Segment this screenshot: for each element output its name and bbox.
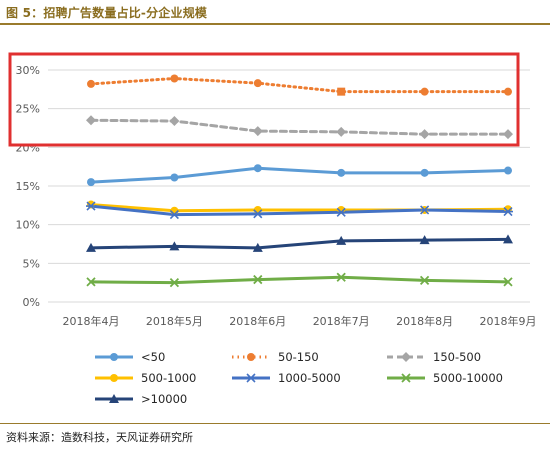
data-point <box>419 275 430 285</box>
legend-swatch-marker <box>401 352 411 362</box>
data-point <box>253 274 263 285</box>
data-point <box>87 200 95 209</box>
series-line <box>89 237 510 250</box>
y-tick-label: 0% <box>23 296 40 309</box>
data-point <box>419 129 430 140</box>
legend-label: <50 <box>141 350 165 364</box>
data-point <box>504 166 512 175</box>
series-markers <box>86 74 513 288</box>
series-lines <box>89 77 510 285</box>
data-point <box>337 168 346 177</box>
legend-swatch-marker <box>110 353 118 361</box>
top-divider <box>0 23 550 25</box>
legend-label: 5000-10000 <box>433 371 503 385</box>
bottom-divider <box>0 423 550 424</box>
data-point <box>336 235 347 245</box>
data-point <box>169 278 180 288</box>
x-axis-tick-labels: 2018年4月 2018年5月 2018年6月 2018年7月 2018年8月 2018年… <box>63 314 537 328</box>
data-point <box>170 173 179 182</box>
data-point <box>419 205 430 215</box>
data-point <box>170 74 179 83</box>
legend: <50 50-150 150-500 500-1000 1000-5000 5000-10… <box>95 350 503 406</box>
data-point <box>336 207 347 217</box>
data-point <box>87 79 95 88</box>
x-tick-label: 2018年4月 <box>63 314 120 328</box>
legend-swatch-marker <box>401 373 411 383</box>
series-line <box>89 275 510 285</box>
series-line <box>89 166 510 184</box>
gridlines <box>48 69 530 303</box>
series-line <box>89 118 510 136</box>
data-point <box>252 126 263 137</box>
annotations <box>8 52 520 147</box>
data-point <box>253 164 262 173</box>
data-point <box>87 178 95 187</box>
legend-swatch-marker <box>247 353 255 361</box>
data-point <box>503 277 513 287</box>
data-point <box>252 242 263 252</box>
legend-item: 1000-5000 <box>232 371 341 385</box>
data-point <box>504 87 512 96</box>
data-point <box>420 168 429 177</box>
y-axis-tick-labels: 0% 5% 10% 15% 20% 25% 30% <box>16 64 40 309</box>
legend-item: 50-150 <box>232 350 319 364</box>
legend-item: <50 <box>95 350 165 364</box>
data-point <box>86 201 96 211</box>
legend-item: 150-500 <box>387 350 481 364</box>
source-note: 资料来源：造数科技，天风证券研究所 <box>6 431 193 444</box>
x-tick-label: 2018年9月 <box>480 314 537 328</box>
data-point <box>337 87 346 96</box>
legend-label: 1000-5000 <box>278 371 341 385</box>
legend-swatch-marker <box>110 374 118 382</box>
data-point <box>420 87 429 96</box>
data-point <box>503 206 513 217</box>
legend-label: >10000 <box>141 392 187 406</box>
data-point <box>86 242 96 252</box>
data-point <box>169 210 180 220</box>
data-point <box>86 277 96 287</box>
legend-swatch-marker <box>246 373 256 383</box>
legend-item: >10000 <box>95 392 187 406</box>
x-tick-label: 2018年7月 <box>313 314 370 328</box>
y-tick-label: 30% <box>16 64 40 77</box>
legend-label: 500-1000 <box>141 371 196 385</box>
data-point <box>336 126 347 137</box>
x-tick-label: 2018年6月 <box>229 314 286 328</box>
x-tick-label: 2018年8月 <box>396 314 453 328</box>
legend-item: 5000-10000 <box>387 371 503 385</box>
highlight-box <box>8 52 520 147</box>
y-tick-label: 5% <box>23 257 40 270</box>
data-point <box>419 235 430 245</box>
data-point <box>169 116 180 127</box>
y-tick-label: 25% <box>16 103 40 116</box>
figure-title: 图 5：招聘广告数量占比-分企业规模 <box>6 6 208 20</box>
data-point <box>336 272 346 282</box>
x-tick-label: 2018年5月 <box>146 314 203 328</box>
legend-label: 50-150 <box>278 350 319 364</box>
y-tick-label: 10% <box>16 219 40 232</box>
data-point <box>252 209 263 219</box>
data-point <box>253 79 262 88</box>
series-line <box>89 77 510 94</box>
data-point <box>503 129 513 140</box>
y-tick-label: 20% <box>16 141 40 154</box>
legend-label: 150-500 <box>433 350 481 364</box>
y-tick-label: 15% <box>16 180 40 193</box>
legend-swatch-marker <box>109 394 119 403</box>
series-line <box>89 204 510 217</box>
data-point <box>503 234 513 244</box>
data-point <box>169 241 180 251</box>
data-point <box>86 115 96 126</box>
legend-item: 500-1000 <box>95 371 196 385</box>
